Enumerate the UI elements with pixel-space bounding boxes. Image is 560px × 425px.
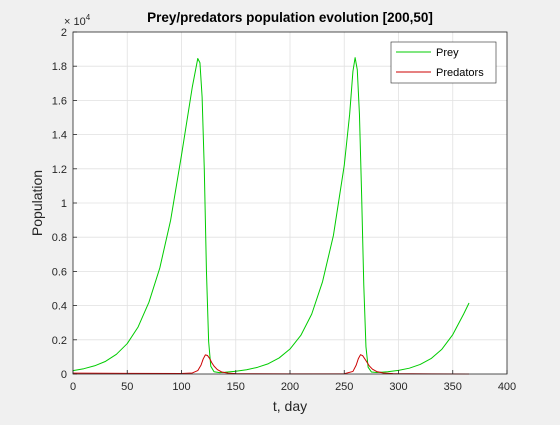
- chart-title: Prey/predators population evolution [200…: [147, 10, 433, 25]
- x-tick-label: 100: [172, 381, 190, 393]
- tick-marks: [72, 31, 508, 375]
- x-tick-label: 400: [498, 381, 516, 393]
- grid: [73, 32, 507, 374]
- x-axis-label: t, day: [273, 398, 307, 414]
- y-exponent-label: × 104: [64, 13, 91, 28]
- x-tick-labels: 0 50 100 150 200 250 300 350 400: [70, 381, 516, 393]
- x-tick-label: 50: [121, 381, 133, 393]
- y-tick-label: 1.8: [52, 61, 67, 73]
- legend-box: [390, 41, 497, 84]
- y-tick-label: 0: [61, 369, 67, 381]
- x-tick-label: 200: [281, 381, 299, 393]
- legend: Prey Predators: [390, 41, 497, 84]
- legend-label-prey: Prey: [436, 47, 459, 59]
- y-tick-label: 1.2: [52, 164, 67, 176]
- x-tick-label: 250: [335, 381, 353, 393]
- x-tick-label: 150: [227, 381, 245, 393]
- y-tick-label: 0.6: [52, 266, 67, 278]
- y-tick-labels: 0 0.2 0.4 0.6 0.8 1 1.2 1.4 1.6 1.8 2: [52, 27, 67, 381]
- y-tick-label: 1.6: [52, 95, 67, 107]
- y-axis-label: Population: [29, 170, 45, 236]
- x-tick-label: 300: [389, 381, 407, 393]
- y-tick-label: 1.4: [52, 130, 67, 142]
- y-tick-label: 2: [61, 27, 67, 39]
- x-tick-label: 0: [70, 381, 76, 393]
- x-tick-label: 350: [444, 381, 462, 393]
- y-tick-label: 0.8: [52, 232, 67, 244]
- y-tick-label: 1: [61, 198, 67, 210]
- y-tick-label: 0.4: [52, 301, 67, 313]
- legend-label-predators: Predators: [436, 67, 484, 79]
- y-tick-label: 0.2: [52, 335, 67, 347]
